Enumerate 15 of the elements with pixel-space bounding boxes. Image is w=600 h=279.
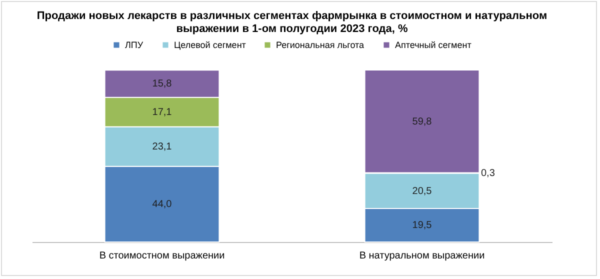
data-label: 44,0: [152, 199, 172, 210]
legend-label: Целевой сегмент: [174, 40, 246, 50]
data-label: 20,5: [412, 186, 432, 197]
legend-label: Региональная льгота: [276, 40, 364, 50]
x-tick-label: В стоимостном выражении: [99, 250, 225, 262]
data-label: 23,1: [152, 142, 172, 153]
data-label: 17,1: [152, 107, 172, 118]
legend-label: Аптечный сегмент: [395, 40, 472, 50]
data-label: 59,8: [412, 116, 432, 128]
data-label: 0,3: [481, 168, 496, 180]
legend-label: ЛПУ: [125, 40, 144, 50]
chart-title: Продажи новых лекарств в различных сегментах фармрынка в стоимостном и натуральном выражении в 1-ом полугодии 2023 года, %: [36, 10, 548, 35]
x-tick-label: В натуральном выражении: [359, 250, 485, 262]
data-label: 19,5: [412, 220, 432, 232]
data-label: 15,8: [152, 78, 172, 90]
